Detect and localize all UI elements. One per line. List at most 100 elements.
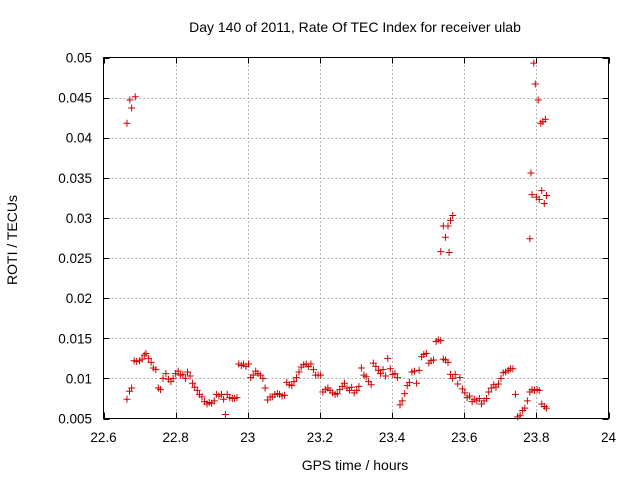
data-point	[458, 385, 466, 393]
data-point	[288, 382, 296, 390]
data-point	[249, 371, 257, 379]
x-axis-label: GPS time / hours	[302, 457, 409, 473]
y-tick-label: 0.05	[66, 51, 92, 66]
data-point	[309, 366, 317, 374]
y-axis-label: ROTI / TECUs	[4, 195, 20, 285]
data-point	[526, 235, 534, 243]
data-point	[140, 351, 148, 359]
ticks	[103, 57, 610, 420]
data-point	[184, 368, 192, 376]
data-point	[340, 379, 348, 387]
data-point	[401, 390, 409, 398]
data-point	[531, 80, 539, 88]
data-point	[292, 374, 300, 382]
data-point	[382, 372, 390, 380]
x-tick-labels: 22.6 22.8 23 23.2 23.4 23.6 23.8 24	[90, 430, 616, 445]
data-point	[128, 384, 136, 392]
data-point	[189, 379, 197, 387]
data-point	[210, 397, 218, 405]
y-tick-label: 0.02	[66, 291, 92, 306]
data-point	[437, 248, 445, 256]
y-tick-label: 0.04	[66, 131, 93, 146]
data-point	[542, 191, 550, 199]
data-point	[541, 115, 549, 123]
y-tick-label: 0.01	[66, 371, 92, 386]
x-tick-label: 23.6	[451, 430, 477, 445]
y-tick-label: 0.035	[58, 171, 92, 186]
data-point	[138, 355, 146, 363]
data-point	[466, 392, 474, 400]
data-point	[233, 394, 241, 402]
data-point	[353, 386, 361, 394]
x-tick-label: 22.6	[90, 430, 116, 445]
data-point	[430, 356, 438, 364]
data-point	[538, 187, 546, 195]
data-point	[540, 200, 548, 208]
data-point	[295, 368, 303, 376]
data-point	[372, 362, 380, 370]
data-point	[147, 358, 155, 366]
data-point	[475, 394, 483, 402]
grid	[103, 57, 609, 419]
data-point	[259, 374, 267, 382]
data-point	[415, 366, 423, 374]
data-point	[483, 394, 491, 402]
data-point	[290, 378, 298, 386]
x-tick-label: 23	[240, 430, 255, 445]
data-point	[447, 216, 455, 224]
plot-frame	[103, 57, 609, 419]
data-point	[281, 391, 289, 399]
data-point	[333, 390, 341, 398]
data-points	[123, 59, 550, 421]
data-point	[193, 386, 201, 394]
data-point	[174, 367, 182, 375]
data-point	[456, 374, 464, 382]
data-point	[454, 380, 462, 388]
x-tick-label: 23.2	[307, 430, 333, 445]
y-tick-label: 0.005	[58, 412, 92, 427]
data-point	[422, 350, 430, 358]
data-point	[221, 410, 229, 418]
data-point	[398, 397, 406, 405]
data-point	[393, 374, 401, 382]
data-point	[126, 96, 134, 104]
data-point	[128, 104, 136, 112]
data-point	[384, 354, 392, 362]
y-tick-label: 0.045	[58, 91, 92, 106]
y-tick-label: 0.025	[58, 251, 92, 266]
data-point	[379, 366, 387, 374]
data-point	[461, 389, 469, 397]
data-point	[152, 366, 160, 374]
data-point	[162, 370, 170, 378]
data-point	[220, 395, 228, 403]
data-point	[413, 379, 421, 387]
data-point	[444, 222, 452, 230]
data-point	[528, 191, 536, 199]
data-point	[523, 397, 531, 405]
data-point	[441, 233, 449, 241]
y-tick-label: 0.015	[58, 331, 92, 346]
data-point	[133, 358, 141, 366]
data-point	[449, 212, 457, 220]
data-point	[535, 195, 543, 203]
data-point	[367, 381, 375, 389]
data-point	[386, 365, 394, 373]
data-point	[159, 374, 167, 382]
data-point	[355, 382, 363, 390]
data-point	[261, 384, 269, 392]
data-point	[521, 404, 529, 412]
data-point	[357, 364, 365, 372]
data-point	[245, 360, 253, 368]
data-point	[377, 370, 385, 378]
data-point	[530, 59, 538, 67]
data-point	[131, 93, 139, 101]
data-point	[542, 404, 550, 412]
x-tick-label: 23.8	[523, 430, 549, 445]
data-point	[509, 365, 517, 373]
data-point	[391, 370, 399, 378]
data-point	[198, 393, 206, 401]
data-point	[123, 395, 131, 403]
y-tick-labels: 0.005 0.01 0.015 0.02 0.025 0.03 0.035 0.04 0.04…	[58, 51, 92, 427]
y-tick-label: 0.03	[66, 211, 92, 226]
